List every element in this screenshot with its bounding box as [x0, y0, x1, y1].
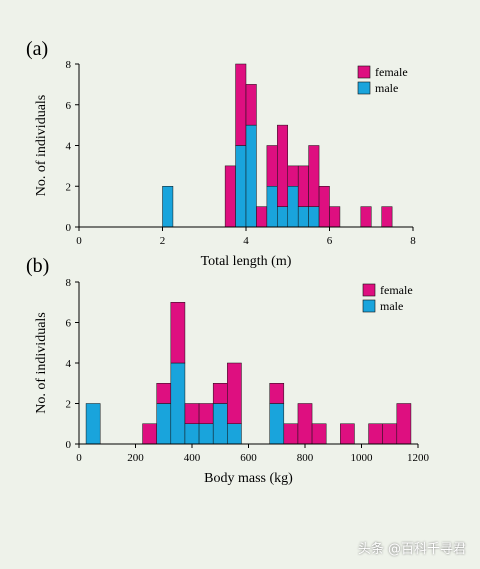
panel-a-y-tick-label-4: 8: [66, 59, 72, 71]
panel-b-bar-male-5: [198, 423, 214, 445]
panel-b-y-tick-label-0: 0: [66, 439, 72, 451]
panel-b-bar-female-1: [142, 423, 157, 445]
panel-b-bar-male-4: [184, 423, 200, 445]
panel-b-x-tick-label-5: 1000: [351, 452, 374, 464]
panel-a-bar-male-7: [287, 186, 299, 228]
panel-b-y-axis-label: No. of individuals: [34, 312, 49, 414]
panel-b-bar-male-0: [85, 403, 101, 445]
panel-b-legend-swatch-male: [362, 299, 376, 313]
panel-b-bar-female-9: [283, 423, 299, 445]
panel-a-legend-label-female: female: [375, 65, 408, 79]
panel-a-y-tick-label-0: 0: [66, 222, 72, 234]
panel-a-bar-female-6: [277, 124, 288, 207]
panel-b-bar-female-12: [340, 423, 355, 445]
panel-a-y-tick-label-2: 4: [66, 141, 72, 153]
panel-a-bar-male-8: [297, 206, 309, 228]
panel-b-x-tick-label-4: 800: [297, 452, 314, 464]
panel-b-bar-female-8: [269, 383, 285, 404]
panel-a-bar-female-10: [318, 186, 330, 228]
panel-a-x-tick-label-0: 0: [76, 235, 82, 247]
panel-a-x-tick-label-1: 2: [160, 235, 166, 247]
panel-b-y-tick-label-2: 4: [66, 358, 72, 370]
panel-a-y-tick-label-3: 6: [66, 100, 72, 112]
panel-a-bar-female-2: [235, 63, 247, 146]
panel-b-x-tick-label-6: 1200: [407, 452, 430, 464]
panel-b-bar-male-7: [227, 423, 242, 445]
panel-a-y-axis-label: No. of individuals: [34, 95, 49, 197]
panel-b-bar-female-11: [311, 423, 327, 445]
panel-b-x-tick-label-2: 400: [184, 452, 201, 464]
panel-b-bar-male-8: [269, 403, 285, 445]
panel-b-x-tick-label-0: 0: [76, 452, 82, 464]
panel-a-bar-female-13: [381, 206, 393, 228]
panel-a-bar-female-12: [360, 206, 372, 228]
watermark: 头条 @百科千寻君: [357, 542, 466, 557]
panel-b-x-axis-label: Body mass (kg): [204, 471, 293, 486]
panel-a-x-tick-label-4: 8: [410, 235, 416, 247]
panel-b-y-tick-label-3: 6: [66, 318, 72, 330]
panel-a-bar-male-5: [266, 186, 278, 228]
panel-b-bar-female-5: [198, 403, 214, 424]
panel-a-x-axis-label: Total length (m): [201, 254, 292, 269]
panel-b-bar-male-6: [212, 403, 228, 445]
panel-a-bar-male-2: [235, 145, 247, 228]
panel-a-bar-male-6: [277, 206, 288, 228]
panel-a-bar-female-11: [329, 206, 341, 228]
panel-a-bar-male-0: [162, 186, 174, 228]
panel-a-legend-label-male: male: [375, 81, 398, 95]
panel-a-bar-female-4: [256, 206, 268, 228]
panel-b-bar-female-7: [227, 362, 242, 424]
panel-b-legend-label-female: female: [380, 283, 413, 297]
panel-a-bar-male-9: [308, 206, 320, 228]
panel-a-bar-female-1: [224, 165, 236, 228]
panel-a-bar-female-5: [266, 145, 278, 187]
panel-a-bar-male-3: [245, 124, 257, 228]
panel-b-x-tick-label-3: 600: [240, 452, 257, 464]
panel-b-bar-female-15: [396, 403, 412, 445]
panel-a-label: (a): [26, 38, 48, 60]
panel-b-legend-label-male: male: [380, 299, 403, 313]
panel-b-bar-female-3: [170, 302, 186, 364]
panel-a-bar-female-7: [287, 165, 299, 187]
panel-b-bar-female-13: [368, 423, 383, 445]
panel-a-bar-female-3: [245, 84, 257, 126]
panel-b-bar-female-10: [297, 403, 313, 445]
panel-b-label: (b): [26, 255, 49, 277]
panel-a-x-tick-label-2: 4: [243, 235, 249, 247]
panel-a-bar-female-9: [308, 145, 320, 207]
panel-b-bar-male-3: [170, 362, 186, 445]
panel-b-bar-female-14: [382, 423, 398, 445]
panel-b-y-tick-label-4: 8: [66, 277, 72, 289]
panel-b-bar-female-2: [156, 383, 172, 404]
panel-b-bar-male-2: [156, 403, 172, 445]
panel-b-legend-swatch-female: [362, 283, 376, 297]
panel-a-x-tick-label-3: 6: [327, 235, 333, 247]
panel-b-x-tick-label-1: 200: [127, 452, 144, 464]
panel-a-legend-swatch-male: [357, 81, 371, 95]
panel-a-y-tick-label-1: 2: [66, 181, 72, 193]
panel-b-y-tick-label-1: 2: [66, 399, 72, 411]
panel-a-legend-swatch-female: [357, 65, 371, 79]
panel-b-bar-female-4: [184, 403, 200, 424]
panel-a-bar-female-8: [297, 165, 309, 207]
panel-b-bar-female-6: [212, 383, 228, 404]
